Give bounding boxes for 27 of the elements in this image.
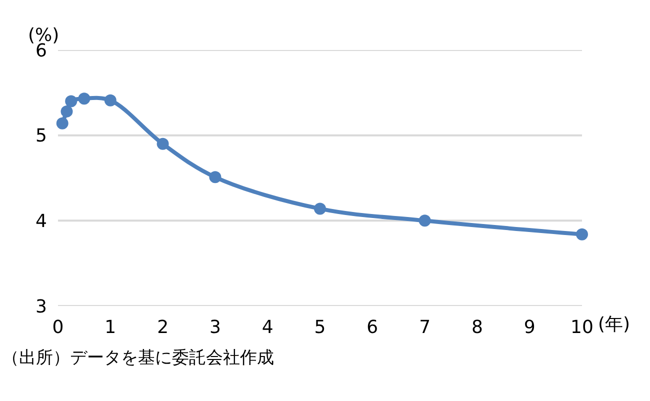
point xyxy=(78,92,90,105)
x-tick-label: 8 xyxy=(471,317,483,338)
point xyxy=(314,202,326,215)
point xyxy=(104,94,116,106)
point xyxy=(209,171,222,184)
x-axis-title: (年) xyxy=(598,314,630,335)
x-tick-label: 6 xyxy=(366,317,378,338)
point xyxy=(56,117,68,130)
point xyxy=(65,95,78,108)
y-tick-label: 4 xyxy=(36,210,47,232)
x-tick-label: 10 xyxy=(570,317,594,338)
point xyxy=(156,138,169,150)
x-tick-label: 3 xyxy=(209,317,221,338)
x-tick-label: 2 xyxy=(157,317,169,338)
x-tick-label: 7 xyxy=(419,317,431,338)
x-tick-label: 9 xyxy=(524,317,536,338)
x-tick-label: 5 xyxy=(314,317,326,338)
y-tick-label: 3 xyxy=(36,296,47,318)
point xyxy=(418,214,431,227)
point xyxy=(60,105,73,118)
point xyxy=(576,228,588,240)
y-tick-label: 5 xyxy=(36,126,47,147)
y-tick-label: 6 xyxy=(36,40,47,62)
x-tick-label: 1 xyxy=(104,317,116,338)
text: （出所）データを基に委託会社作成 xyxy=(2,348,274,368)
x-tick-label: 4 xyxy=(262,317,274,338)
x-tick-label: 0 xyxy=(52,317,64,338)
